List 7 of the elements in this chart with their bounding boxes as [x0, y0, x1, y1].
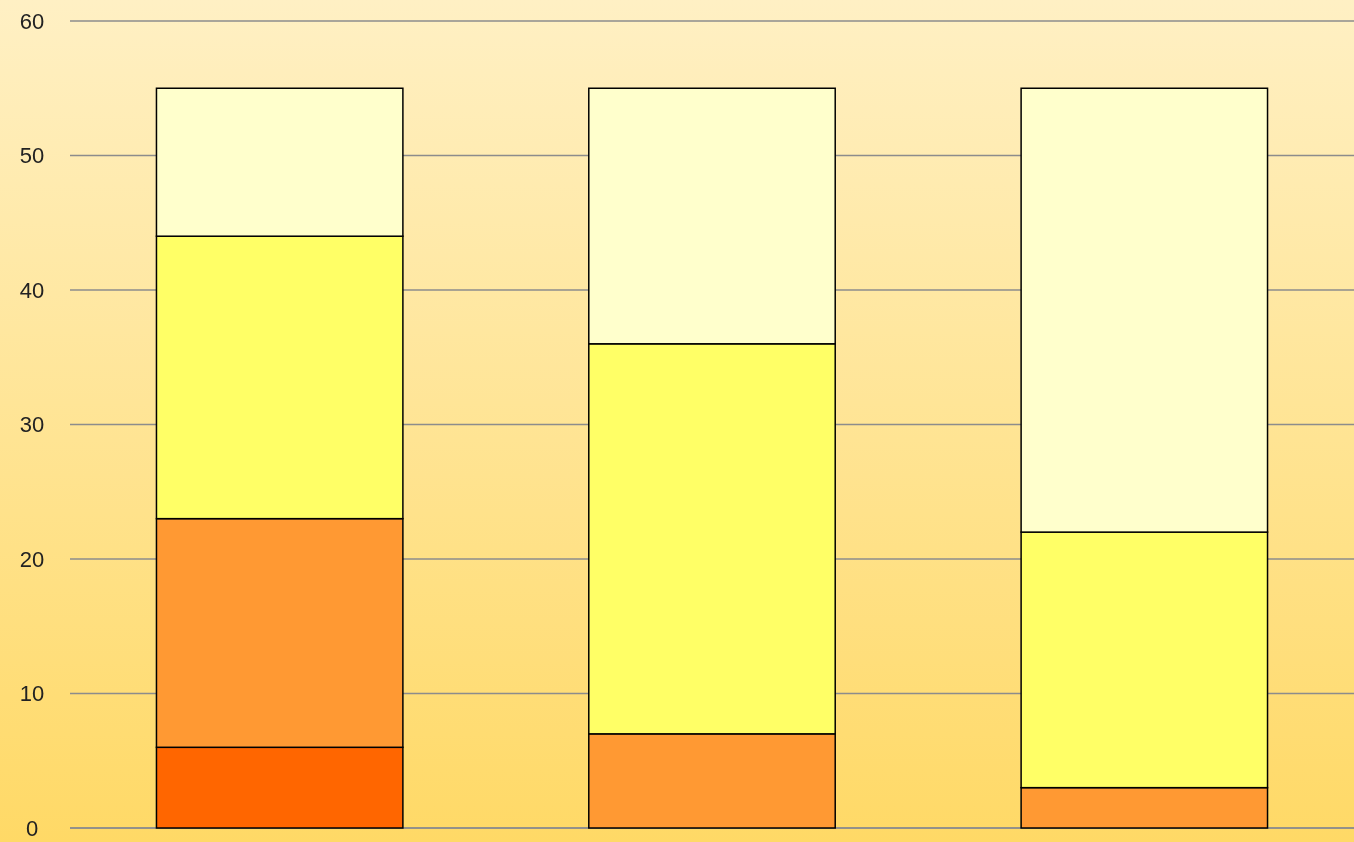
y-tick-label: 30 [19, 412, 45, 438]
y-tick-label: 10 [19, 681, 45, 707]
y-tick-label: 40 [19, 277, 45, 303]
y-tick-label: 60 [19, 8, 45, 34]
y-tick-label: 50 [19, 143, 45, 169]
y-tick-label: 20 [19, 546, 45, 572]
y-tick-label: 0 [25, 815, 39, 841]
